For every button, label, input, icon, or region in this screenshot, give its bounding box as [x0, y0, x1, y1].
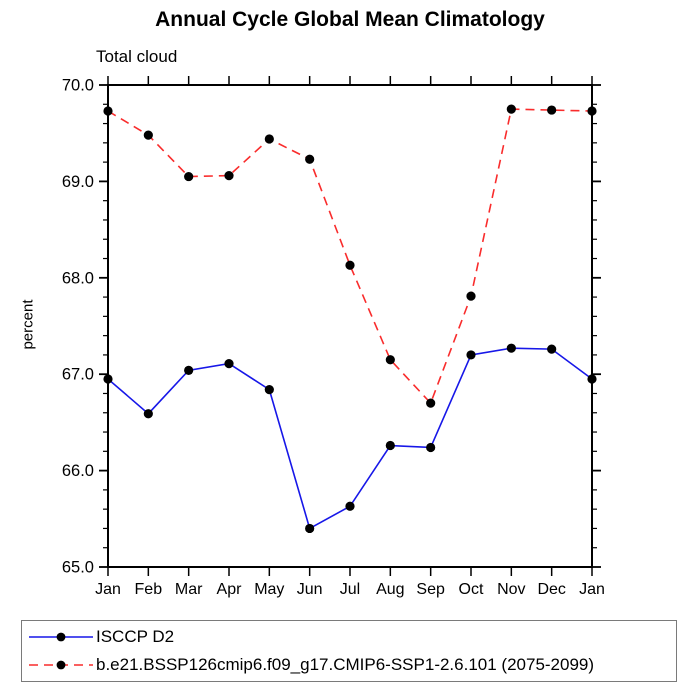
- data-point-isccp-d2-sep-8: [426, 442, 436, 453]
- data-point-isccp-d2-dec-11: [547, 344, 557, 354]
- legend-line-dashed-icon: [29, 660, 93, 670]
- x-tick-label: Oct: [459, 581, 484, 598]
- x-tick-label: Jul: [340, 581, 360, 598]
- data-point-isccp-d2-jun-5: [305, 523, 315, 534]
- x-tick-label: Jun: [297, 581, 323, 598]
- legend: ISCCP D2 b.e21.BSSP126cmip6.f09_g17.CMIP…: [21, 620, 677, 682]
- chart-title: Annual Cycle Global Mean Climatology: [155, 8, 545, 31]
- data-point-isccp-d2-apr-3: [224, 358, 234, 369]
- data-point-model-may-4: [264, 134, 274, 144]
- data-point-model-oct-9: [466, 291, 476, 301]
- chart-subtitle: Total cloud: [96, 47, 178, 66]
- x-tick-label: Mar: [175, 581, 203, 598]
- y-tick-label: 66.0: [62, 462, 94, 480]
- legend-label-isccp: ISCCP D2: [96, 627, 175, 646]
- legend-line-solid-icon: [29, 632, 93, 642]
- data-point-model-dec-11: [547, 105, 557, 115]
- x-tick-label: Nov: [497, 581, 525, 598]
- data-point-model-jul-6: [345, 260, 355, 270]
- y-tick-label: 70.0: [62, 77, 94, 95]
- y-tick-label: 65.0: [62, 559, 94, 577]
- data-point-isccp-d2-oct-9: [466, 350, 476, 360]
- legend-item-isccp: ISCCP D2: [22, 623, 676, 651]
- data-point-isccp-d2-nov-10: [506, 343, 516, 353]
- data-point-isccp-d2-jul-6: [345, 501, 355, 511]
- data-point-isccp-d2-mar-2: [184, 365, 194, 375]
- x-tick-label: Apr: [217, 581, 243, 598]
- x-tick-label: Aug: [376, 581, 404, 598]
- data-point-model-aug-7: [385, 355, 395, 365]
- x-tick-label: Sep: [416, 581, 445, 598]
- data-point-isccp-d2-jan-0: [103, 374, 113, 384]
- y-tick-label: 69.0: [62, 173, 94, 191]
- plot-frame: [107, 84, 593, 568]
- y-tick-label: 68.0: [62, 269, 94, 287]
- annual-cycle-line-chart: 65.0 66.0 67.0 68.0 69.0 70.0 Jan Feb Mar Apr May J…: [62, 76, 605, 598]
- data-point-model-mar-2: [184, 171, 194, 182]
- data-point-model-apr-3: [224, 171, 234, 181]
- legend-marker-model: [56, 660, 66, 670]
- x-tick-label: Jan: [579, 581, 605, 598]
- x-tick-label: Dec: [537, 581, 565, 598]
- x-tick-label: May: [254, 581, 284, 598]
- x-tick-label: Feb: [135, 581, 163, 598]
- legend-marker-isccp: [56, 632, 66, 642]
- x-tick-label: Jan: [95, 581, 121, 598]
- series-line-isccp-d2: [107, 347, 593, 530]
- y-tick-label: 67.0: [62, 366, 94, 384]
- data-point-model-jun-5: [305, 154, 315, 164]
- data-point-isccp-d2-feb-1: [143, 409, 153, 419]
- legend-item-model: b.e21.BSSP126cmip6.f09_g17.CMIP6-SSP1-2.…: [22, 651, 676, 679]
- data-point-isccp-d2-aug-7: [385, 440, 395, 451]
- data-point-isccp-d2-jan-12: [587, 374, 597, 384]
- data-point-model-jan-0: [103, 106, 113, 116]
- legend-label-model: b.e21.BSSP126cmip6.f09_g17.CMIP6-SSP1-2.…: [96, 655, 595, 674]
- data-point-model-feb-1: [143, 130, 153, 140]
- data-point-model-jan-12: [587, 106, 597, 116]
- series-line-model: [107, 108, 593, 405]
- data-point-model-sep-8: [426, 398, 436, 408]
- data-point-isccp-d2-may-4: [264, 385, 274, 395]
- data-point-model-nov-10: [506, 104, 516, 114]
